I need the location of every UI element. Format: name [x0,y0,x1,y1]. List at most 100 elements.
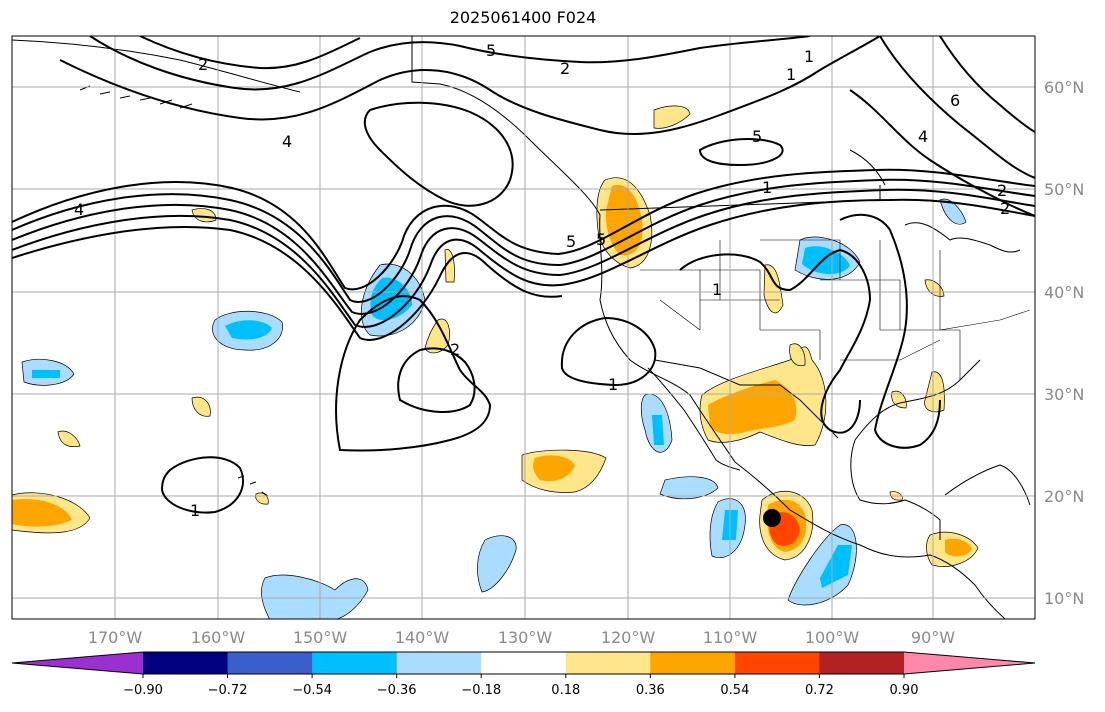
colorbar-tick-label: 0.54 [720,683,749,698]
storm-center-marker [763,509,781,527]
contour-line [335,295,492,452]
colorbar-tick-label: 0.72 [805,683,834,698]
map-plot-area: 5 2 1 2 4 5 5 1 4 2 1 1 2 1 1 4 2 5 6 [12,36,1035,619]
colorbar-tick-label: −0.36 [377,683,417,698]
map-frame [11,35,1036,620]
lon-label: 120°W [601,628,656,647]
colorbar-tick-label: −0.90 [123,683,163,698]
contour-label: 4 [74,200,84,219]
colorbar-segment [650,652,736,674]
negative-anomaly-region [659,476,719,500]
contour-line [59,36,881,135]
contour-label: 2 [198,55,208,74]
colorbar-segment [819,652,905,674]
colorbar-segment [734,652,820,674]
colorbar-tick-label: 0.36 [636,683,665,698]
negative-anomaly-region [477,535,517,593]
colorbar-segment [481,652,567,674]
colorbar-tick-label: 0.90 [890,683,919,698]
negative-anomaly-region [787,524,857,606]
positive-anomaly-region [191,396,211,417]
yucatan-coastline [944,464,1031,506]
positive-anomaly-region [924,371,945,413]
graticule [12,36,1035,619]
colorbar-tick-label: 0.18 [551,683,580,698]
contour-line [12,178,1035,303]
lon-label: 110°W [703,628,758,647]
lat-label: 40°N [1044,283,1084,302]
contour-line [12,188,1035,315]
lat-label: 10°N [1044,589,1084,608]
contour-line [939,36,1035,133]
lon-label: 130°W [498,628,553,647]
contour-line [849,89,1035,217]
contour-line [397,347,476,413]
contour-label: 2 [997,181,1007,200]
colorbar-tick-label: −0.54 [292,683,332,698]
lon-label: 90°W [911,628,955,647]
contour-label: 5 [566,232,576,251]
contour-label: 2 [560,59,570,78]
contour-label: 1 [712,280,722,299]
contour-line [679,248,872,434]
colorbar-segment [143,652,229,674]
contour-line [698,137,784,167]
contour-label: 1 [608,375,618,394]
negative-anomaly-region [939,198,967,225]
contour-label: 2 [450,340,460,359]
longitude-labels: 170°W 160°W 150°W 140°W 130°W 120°W 110°… [88,628,955,647]
contour-layer [12,36,1035,514]
contour-label: 4 [282,132,292,151]
positive-anomaly-region [891,390,907,409]
contour-line [363,101,514,207]
lon-label: 140°W [395,628,450,647]
positive-anomaly-region [653,105,691,129]
contour-line [879,36,1035,179]
contour-label: 1 [786,65,796,84]
negative-anomaly-core [652,415,664,445]
baja-california-coastline [647,367,741,471]
positive-anomaly-core [605,184,643,256]
colorbar-segment [312,652,398,674]
lon-label: 170°W [88,628,143,647]
colorbar-tick-label: −0.72 [208,683,248,698]
positive-anomaly-core [533,455,575,482]
positive-anomaly-region [424,318,450,354]
colorbar-extend-min [12,652,143,674]
contour-line [839,213,941,449]
colorbar-tick-label: −0.18 [461,683,501,698]
colorbar: −0.90 −0.72 −0.54 −0.36 −0.18 0.18 0.36 0.54 0.7… [11,651,1036,698]
colorbar-segment [565,652,651,674]
contour-line [89,36,811,91]
contour-line [12,198,1035,328]
lat-label: 60°N [1044,78,1084,97]
contour-label: 1 [804,47,814,66]
negative-anomaly-core [802,246,850,275]
aleutian-islands [79,85,193,109]
negative-anomaly-core [820,545,852,588]
contour-label: 5 [752,127,762,146]
contour-line [12,168,1035,291]
positive-anomaly-core [945,538,972,557]
positive-anomaly-region [924,279,945,297]
contour-label: 1 [762,178,772,197]
state-borders [640,239,1031,380]
contour-label: 2 [1000,199,1010,218]
map-title: 2025061400 F024 [449,8,597,27]
hudson-bay-edge [849,149,886,186]
colorbar-segment [227,652,313,674]
contour-line [139,36,361,70]
latitude-labels: 60°N 50°N 40°N 30°N 20°N 10°N [1044,78,1084,608]
positive-anomaly-region [789,343,806,366]
lat-label: 30°N [1044,385,1084,404]
contour-label: 5 [486,41,496,60]
north-america-coastline [411,36,1006,619]
lat-label: 20°N [1044,487,1084,506]
lon-label: 160°W [191,628,246,647]
negative-anomaly-region [261,574,369,619]
contour-line [560,316,657,387]
negative-anomaly-core [225,320,272,340]
positive-anomaly-region [57,430,81,447]
lon-label: 100°W [805,628,860,647]
